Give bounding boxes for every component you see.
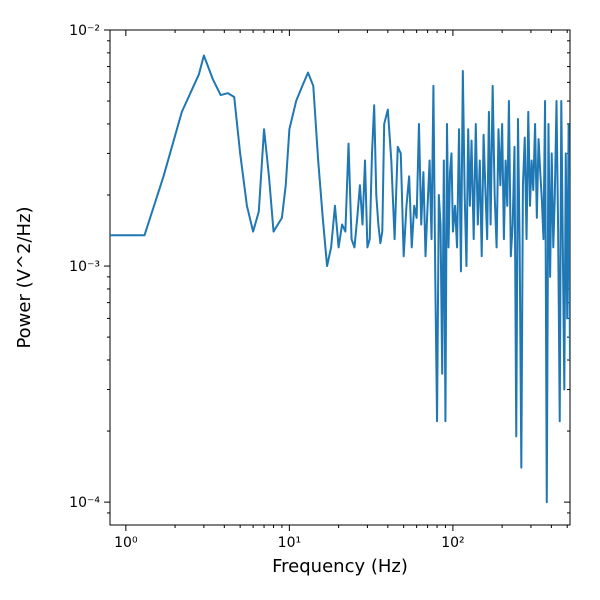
plot-spines bbox=[110, 30, 570, 525]
y-ticklabel: 10⁻² bbox=[69, 23, 100, 39]
series-power-spectrum bbox=[110, 55, 570, 502]
x-ticklabel: 10⁰ bbox=[114, 535, 138, 551]
x-axis-label: Frequency (Hz) bbox=[272, 556, 408, 577]
figure: 10⁰ 10¹ 10² 10⁻⁴ 10⁻³ 10⁻² Frequency (Hz) Power… bbox=[0, 0, 600, 600]
y-ticklabel: 10⁻³ bbox=[69, 259, 100, 275]
x-ticklabel: 10¹ bbox=[278, 535, 301, 551]
x-ticklabel: 10² bbox=[441, 535, 464, 551]
power-spectrum-plot: 10⁰ 10¹ 10² 10⁻⁴ 10⁻³ 10⁻² Frequency (Hz) Power… bbox=[0, 0, 600, 600]
y-ticklabel: 10⁻⁴ bbox=[69, 495, 100, 511]
y-axis-label: Power (V^2/Hz) bbox=[14, 206, 35, 348]
